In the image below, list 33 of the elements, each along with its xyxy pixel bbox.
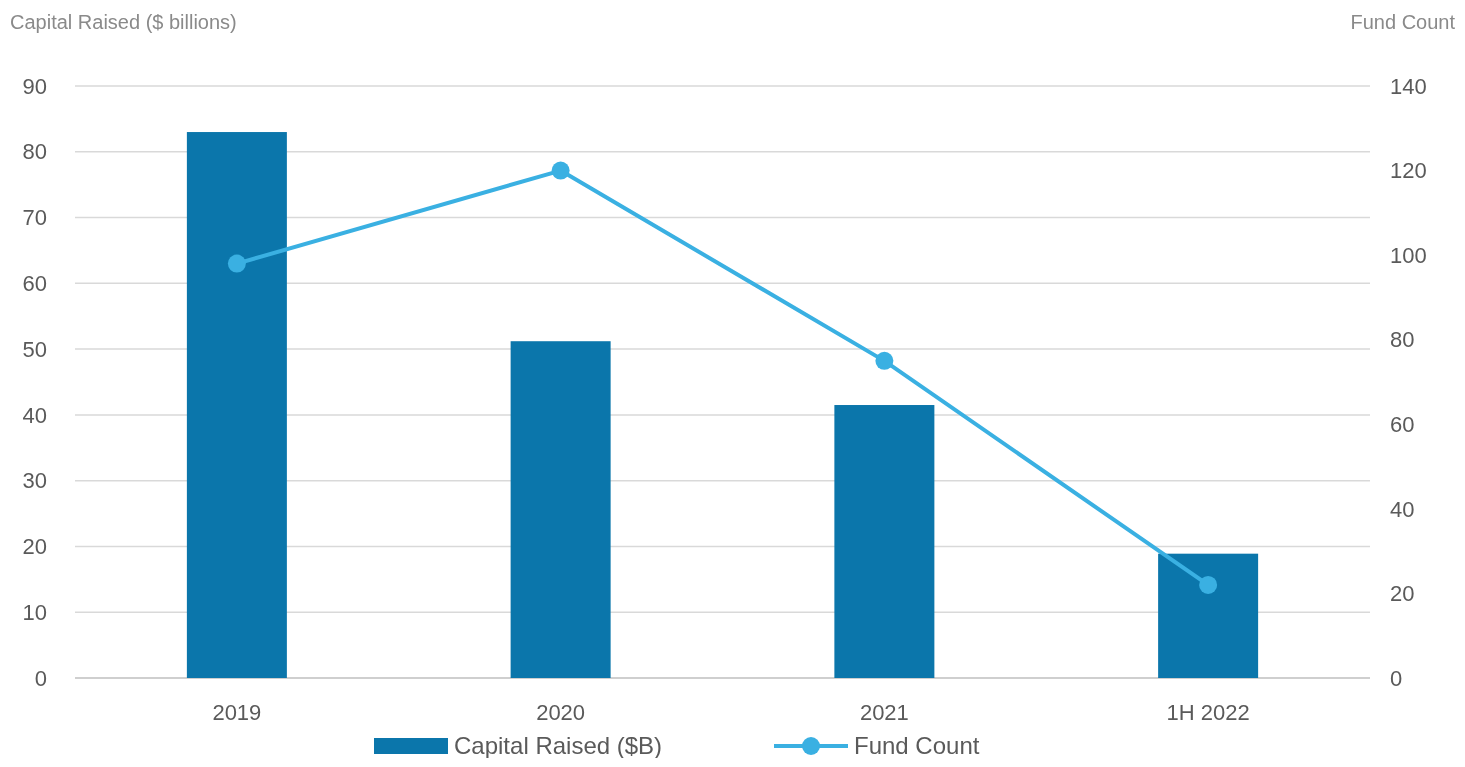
y-tick-label: 70 [22,205,47,231]
y-tick-label: 0 [34,665,47,691]
y-tick-label: 10 [22,599,47,625]
legend-label: Fund Count [854,732,980,760]
x-tick-label: 2020 [536,700,586,725]
point [875,351,894,370]
y2-tick-label: 140 [1390,73,1427,99]
point [551,161,570,180]
x-tick-label: 2019 [212,700,262,725]
point [1199,575,1218,594]
bar [510,341,611,678]
y-axis-title: Capital Raised ($ billions) [10,11,237,33]
y2-tick-label: 120 [1390,158,1427,184]
y2-axis-title: Fund Count [1350,11,1456,33]
y-tick-label: 90 [22,73,47,99]
y-tick-label: 80 [22,139,47,165]
bar [834,405,935,678]
bar [186,132,287,678]
y2-tick-label: 0 [1390,665,1403,691]
y-tick-label: 60 [22,271,47,297]
y2-tick-label: 100 [1390,242,1427,268]
point [227,254,246,273]
y-tick-label: 50 [22,336,47,362]
y-tick-label: 40 [22,402,47,428]
bar [1158,553,1259,678]
y2-tick-label: 60 [1390,411,1415,437]
x-tick-label: 2021 [859,700,909,725]
y-tick-label: 30 [22,468,47,494]
y2-tick-label: 80 [1390,327,1415,353]
y2-tick-label: 20 [1390,581,1415,607]
y-tick-label: 20 [22,534,47,560]
y2-tick-label: 40 [1390,496,1415,522]
x-tick-label: 1H 2022 [1166,700,1250,725]
